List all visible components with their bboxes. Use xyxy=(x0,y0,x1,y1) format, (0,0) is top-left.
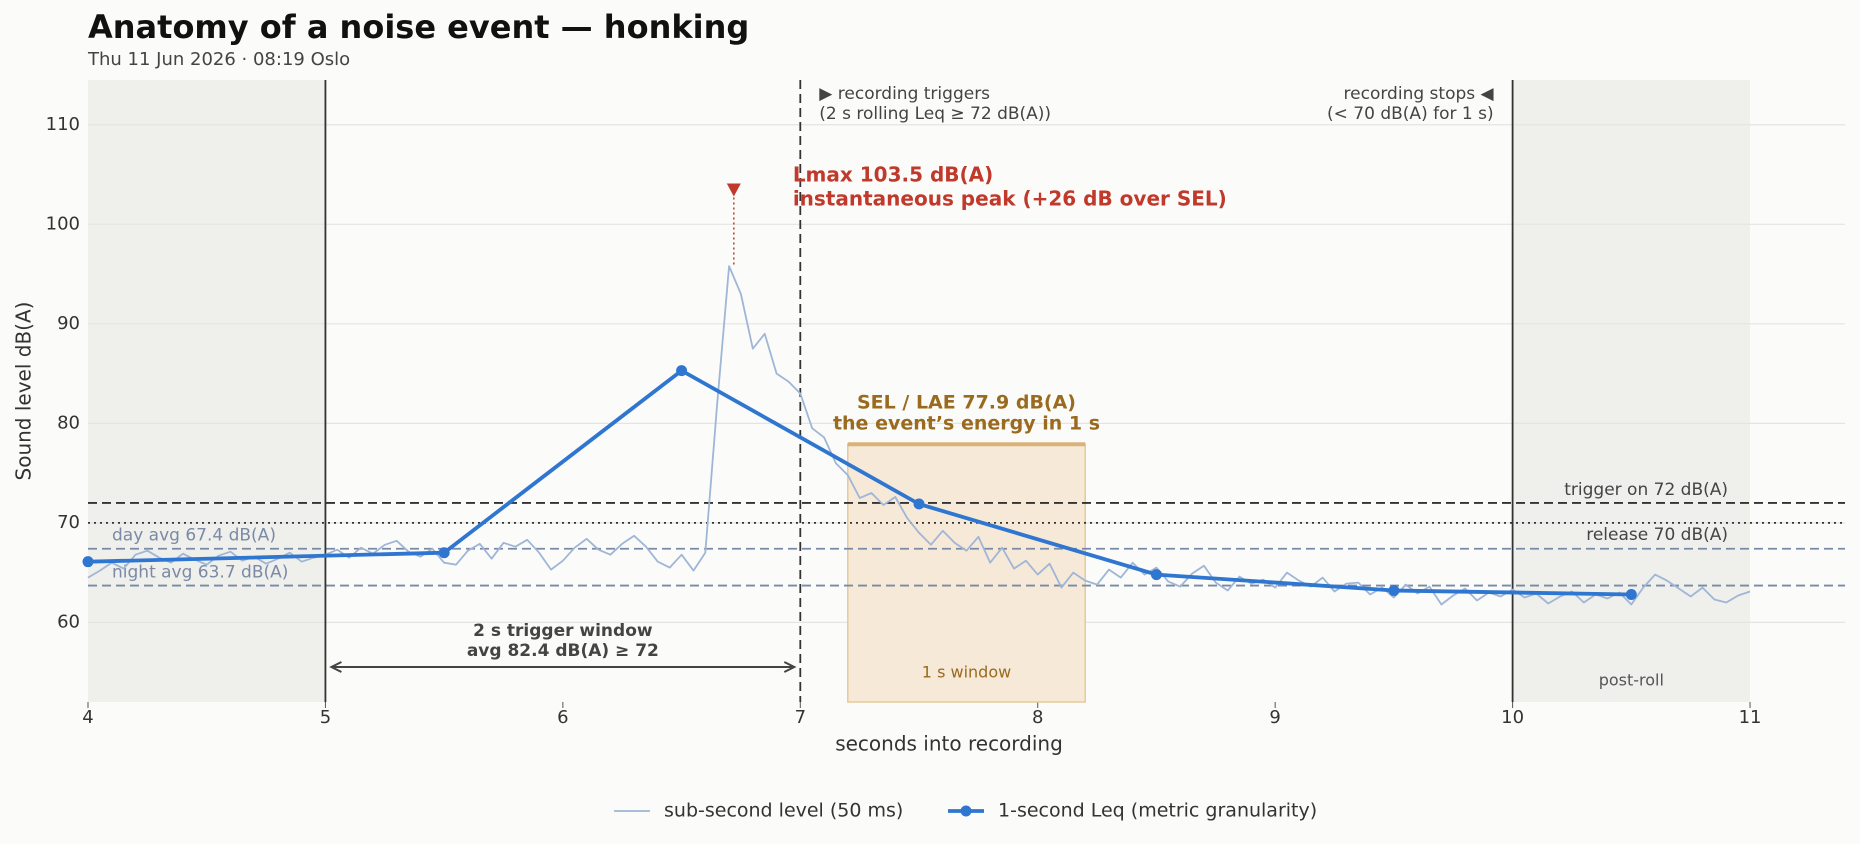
x-axis-label: seconds into recording xyxy=(835,732,1063,756)
sel-window-label: 1 s window xyxy=(922,663,1011,682)
stop-note: (< 70 dB(A) for 1 s) xyxy=(1327,104,1494,124)
region-label: post-roll xyxy=(1599,671,1664,690)
series-line xyxy=(87,265,1751,606)
chart-subtitle: Thu 11 Jun 2026 · 08:19 Oslo xyxy=(87,49,350,70)
peak-marker xyxy=(726,183,741,197)
shaded-region xyxy=(88,80,326,702)
y-tick-label: 60 xyxy=(57,611,80,632)
x-tick-label: 11 xyxy=(1739,707,1762,728)
reference-label: night avg 63.7 dB(A) xyxy=(112,563,288,583)
x-tick-label: 10 xyxy=(1501,707,1524,728)
x-tick-label: 8 xyxy=(1032,707,1043,728)
series-point xyxy=(82,556,94,568)
series-point xyxy=(1150,569,1162,581)
reference-label: day avg 67.4 dB(A) xyxy=(112,526,276,546)
arrow-head xyxy=(329,661,342,673)
series-point xyxy=(1388,585,1400,597)
legend: sub-second level (50 ms) 1-second Leq (me… xyxy=(614,800,1317,822)
x-tick-label: 6 xyxy=(557,707,568,728)
series-point xyxy=(676,365,688,377)
y-tick-label: 70 xyxy=(57,512,80,533)
legend-label: 1-second Leq (metric granularity) xyxy=(998,800,1317,822)
stop-note: recording stops ◀ xyxy=(1344,84,1495,104)
trigger-window-label: 2 s trigger window xyxy=(473,621,653,641)
sel-box xyxy=(847,443,1086,703)
series-point xyxy=(913,498,925,510)
y-tick-label: 110 xyxy=(46,114,80,135)
y-axis-label: Sound level dB(A) xyxy=(12,302,36,481)
legend-label: sub-second level (50 ms) xyxy=(664,800,903,822)
chart-title: Anatomy of a noise event — honking xyxy=(88,8,749,46)
reference-label: trigger on 72 dB(A) xyxy=(1564,480,1728,500)
y-tick-label: 90 xyxy=(57,313,80,334)
y-tick-label: 80 xyxy=(57,412,80,433)
peak-label: Lmax 103.5 dB(A) xyxy=(793,163,994,187)
shaded-region xyxy=(1512,80,1751,702)
trigger-note: ▶ recording triggers xyxy=(819,84,990,104)
y-tick-label: 100 xyxy=(46,213,80,234)
arrow-head xyxy=(783,661,797,673)
x-tick-label: 7 xyxy=(795,707,806,728)
series-point xyxy=(438,547,450,559)
x-tick-label: 9 xyxy=(1269,707,1280,728)
trigger-window-label: avg 82.4 dB(A) ≥ 72 xyxy=(467,641,659,661)
trigger-note: (2 s rolling Leq ≥ 72 dB(A)) xyxy=(819,104,1051,124)
series-point xyxy=(1625,589,1637,601)
legend-swatch-point xyxy=(960,805,972,817)
reference-label: release 70 dB(A) xyxy=(1586,525,1728,545)
sel-label: the event’s energy in 1 s xyxy=(833,413,1100,435)
x-tick-label: 4 xyxy=(82,707,93,728)
sel-label: SEL / LAE 77.9 dB(A) xyxy=(857,392,1076,414)
x-tick-label: 5 xyxy=(320,707,331,728)
peak-label: instantaneous peak (+26 dB over SEL) xyxy=(793,187,1227,211)
